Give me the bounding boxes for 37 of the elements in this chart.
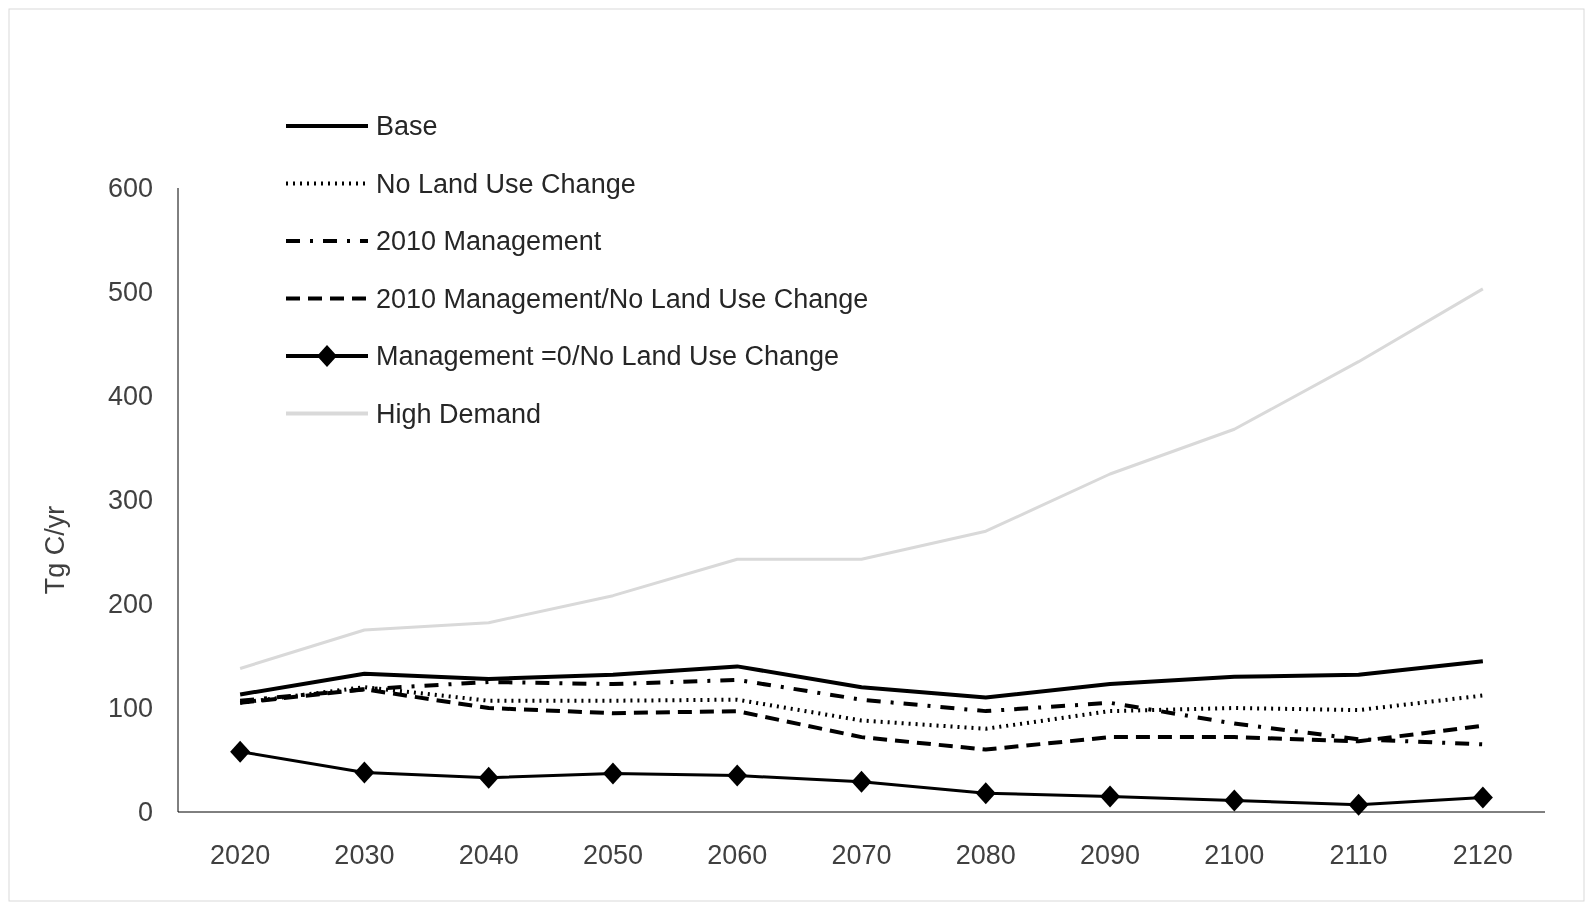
x-tick-label: 2050 xyxy=(582,840,643,870)
point xyxy=(230,740,251,763)
point xyxy=(727,764,748,787)
y-tick-label: 600 xyxy=(107,173,153,204)
legend-label: High Demand xyxy=(376,398,542,429)
point xyxy=(602,762,623,785)
legend-label: 2010 Management/No Land Use Change xyxy=(376,283,869,314)
x-tick-label: 2110 xyxy=(1329,840,1388,870)
x-tick-label: 2100 xyxy=(1204,840,1265,870)
legend-label: Management =0/No Land Use Change xyxy=(376,341,840,372)
legend-label: 2010 Management xyxy=(376,226,602,257)
x-tick-label: 2070 xyxy=(831,840,892,870)
y-tick-label: 200 xyxy=(107,589,153,620)
x-tick-label: 2080 xyxy=(955,840,1016,870)
x-tick-label: 2030 xyxy=(334,840,395,870)
y-tick-label: 500 xyxy=(107,277,153,308)
x-tick-label: 2060 xyxy=(707,840,768,870)
x-tick-label: 2090 xyxy=(1080,840,1141,870)
point xyxy=(1472,786,1493,809)
point xyxy=(354,761,375,784)
x-tick-label: 2120 xyxy=(1452,840,1513,870)
point xyxy=(1224,789,1245,812)
point xyxy=(1348,793,1369,816)
line-series xyxy=(238,287,1485,670)
point xyxy=(975,782,996,805)
point xyxy=(478,766,499,789)
point xyxy=(1100,785,1121,808)
legend-label: Base xyxy=(376,111,438,142)
y-tick-label: 300 xyxy=(107,485,153,516)
y-tick-label: 100 xyxy=(107,693,153,724)
point xyxy=(851,770,872,793)
x-tick-label: 2020 xyxy=(210,840,271,870)
x-tick-label: 2040 xyxy=(458,840,519,870)
y-tick-label: 400 xyxy=(107,381,153,412)
y-axis-title: Tg C/yr xyxy=(40,505,70,595)
y-tick-label: 0 xyxy=(137,797,153,828)
legend-label: No Land Use Change xyxy=(376,168,636,199)
